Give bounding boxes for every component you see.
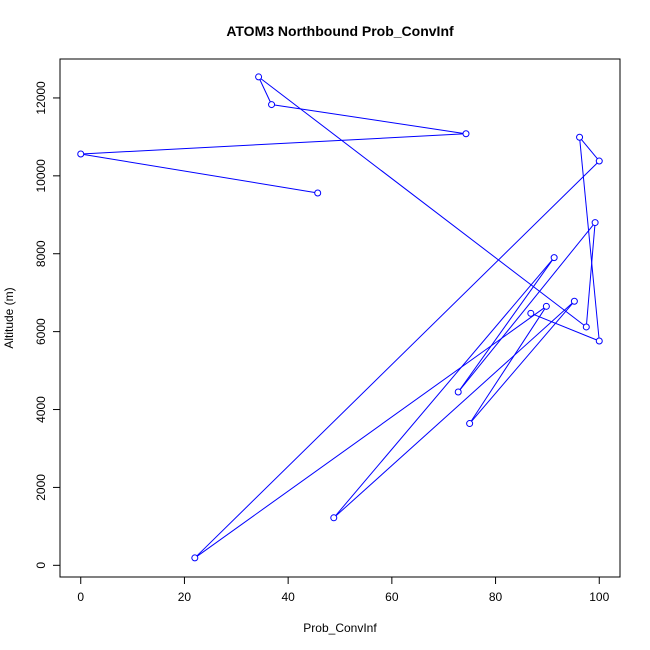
series-segment	[533, 313, 597, 341]
y-tick-label: 6000	[34, 318, 48, 345]
series-segment	[579, 140, 600, 339]
data-point	[255, 73, 263, 81]
data-point	[576, 133, 584, 141]
data-point	[466, 420, 474, 428]
series-segment	[459, 224, 594, 390]
data-point	[77, 150, 85, 158]
data-point	[595, 337, 603, 345]
x-axis: 0 20 40 60 80 100	[77, 576, 610, 604]
series-segment	[83, 154, 315, 193]
series-segment	[471, 303, 573, 422]
x-tick-label: 60	[385, 590, 399, 604]
y-tick-label: 0	[34, 562, 48, 569]
series-segment	[586, 225, 596, 325]
data-point	[591, 219, 599, 227]
data-point	[330, 514, 338, 522]
series-layer	[77, 73, 603, 562]
data-point	[542, 302, 550, 310]
plot-frame	[59, 58, 621, 578]
x-tick-label: 40	[281, 590, 295, 604]
x-axis-title: Prob_ConvInf	[303, 621, 377, 635]
data-point	[570, 297, 578, 305]
data-point	[454, 388, 462, 396]
series-segment	[83, 133, 464, 155]
x-tick-label: 0	[77, 590, 84, 604]
y-tick-label: 4000	[34, 396, 48, 423]
data-point	[462, 130, 470, 138]
y-tick-label: 8000	[34, 240, 48, 267]
y-tick-label: 2000	[34, 474, 48, 501]
series-segment	[196, 162, 598, 557]
x-tick-label: 100	[589, 590, 609, 604]
series-segment	[335, 302, 573, 517]
data-point	[191, 554, 199, 562]
series-segment	[260, 78, 585, 326]
series-segment	[259, 79, 271, 103]
series-segment	[274, 104, 464, 134]
series-segment	[196, 307, 545, 557]
data-point	[582, 323, 590, 331]
x-tick-label: 20	[178, 590, 192, 604]
series-segment	[459, 259, 553, 390]
data-point	[314, 189, 322, 197]
y-axis-title: Altitude (m)	[2, 287, 16, 348]
x-tick-label: 80	[489, 590, 503, 604]
data-point	[595, 157, 603, 165]
series-segment	[335, 259, 553, 516]
chart-title: ATOM3 Northbound Prob_ConvInf	[226, 23, 454, 39]
data-point	[550, 254, 558, 262]
y-axis: 0 2000 4000 6000 8000 10000 12000	[34, 81, 61, 569]
y-tick-label: 12000	[34, 81, 48, 115]
series-segment	[470, 308, 546, 422]
data-point	[527, 309, 535, 317]
y-tick-label: 10000	[34, 159, 48, 193]
series-segment	[581, 139, 598, 160]
data-point	[268, 101, 276, 109]
